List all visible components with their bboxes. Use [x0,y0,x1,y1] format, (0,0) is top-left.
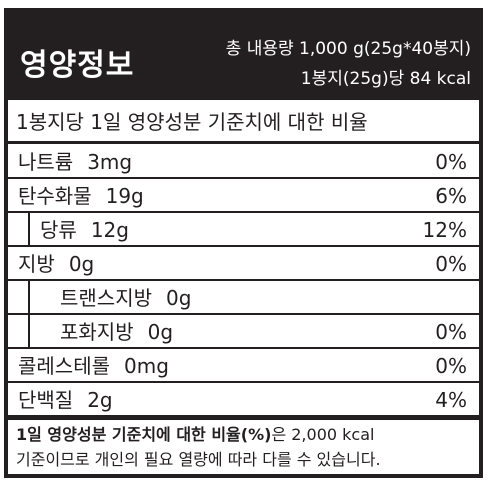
daily-value-footnote: 1일 영양성분 기준치에 대한 비율(%)은 2,000 kcal 기준이므로 … [8,422,479,472]
total-content-label: 총 내용량 1,000 g(25g*40봉지) [225,39,471,59]
nutrient-row-fat: 지방 0g 0% [8,247,479,281]
per-serving-calories: 1봉지(25g)당 84 kcal [300,69,471,89]
nutrient-label: 지방 0g [18,247,94,281]
nutrient-row-protein: 단백질 2g 4% [8,383,479,420]
nutrient-label: 나트륨 3mg [18,145,132,179]
nutrient-percent: 0% [435,320,467,344]
nutrient-label: 포화지방 0g [60,315,173,349]
nutrient-amount: 19g [105,184,144,208]
nutrient-label: 당류 12g [40,213,129,247]
nutrient-label: 트랜스지방 0g [60,281,191,315]
nutrient-row-cholesterol: 콜레스테롤 0mg 0% [8,349,479,383]
nutrient-name: 탄수화물 [18,184,92,208]
indent-divider [8,315,30,347]
nutrient-label: 단백질 2g [18,383,113,417]
nutrient-name: 단백질 [18,388,74,412]
nutrient-name: 포화지방 [60,320,134,344]
nutrient-name: 지방 [18,252,55,276]
nutrient-name: 당류 [40,218,77,242]
footnote-bold-text: 1일 영양성분 기준치에 대한 비율(%) [16,425,272,444]
nutrient-name: 콜레스테롤 [18,354,110,378]
nutrient-amount: 0g [147,320,174,344]
nutrient-percent: 0% [435,354,467,378]
footnote-line-2: 기준이므로 개인의 필요 열량에 따라 다를 수 있습니다. [16,450,381,469]
nutrient-amount: 12g [90,218,129,242]
nutrient-percent: 6% [435,184,467,208]
nutrient-percent: 4% [435,388,467,412]
nutrient-label: 콜레스테롤 0mg [18,349,169,383]
nutrient-amount: 2g [87,388,113,412]
nutrient-row-carbohydrate: 탄수화물 19g 6% [8,179,479,213]
nutrient-amount: 3mg [87,150,133,174]
nutrition-title: 영양정보 [20,48,135,83]
footnote-line-1: 1일 영양성분 기준치에 대한 비율(%)은 2,000 kcal [16,422,471,447]
nutrient-percent: 12% [422,218,467,242]
nutrient-name: 트랜스지방 [60,286,152,310]
indent-divider [8,281,30,313]
daily-value-header: 1봉지당 1일 영양성분 기준치에 대한 비율 [8,100,479,144]
indent-divider [8,213,30,245]
nutrient-row-trans-fat: 트랜스지방 0g [8,281,479,315]
nutrient-percent: 0% [435,252,467,276]
nutrient-label: 탄수화물 19g [18,179,144,213]
footnote-text: 은 2,000 kcal [271,425,375,444]
nutrient-row-sugars: 당류 12g 12% [8,213,479,247]
nutrition-header: 영양정보 총 내용량 1,000 g(25g*40봉지) 1봉지(25g)당 8… [8,12,479,100]
nutrient-row-saturated-fat: 포화지방 0g 0% [8,315,479,349]
nutrient-amount: 0g [166,286,192,310]
nutrient-percent: 0% [435,150,467,174]
nutrient-rows: 나트륨 3mg 0% 탄수화물 19g 6% 당류 12g 12% 지방 0g 0% 트… [8,145,479,420]
nutrient-amount: 0mg [124,354,169,378]
nutrient-name: 나트륨 [18,150,74,174]
nutrition-facts-panel: 영양정보 총 내용량 1,000 g(25g*40봉지) 1봉지(25g)당 8… [4,8,483,478]
nutrient-amount: 0g [68,252,95,276]
nutrient-row-sodium: 나트륨 3mg 0% [8,145,479,179]
